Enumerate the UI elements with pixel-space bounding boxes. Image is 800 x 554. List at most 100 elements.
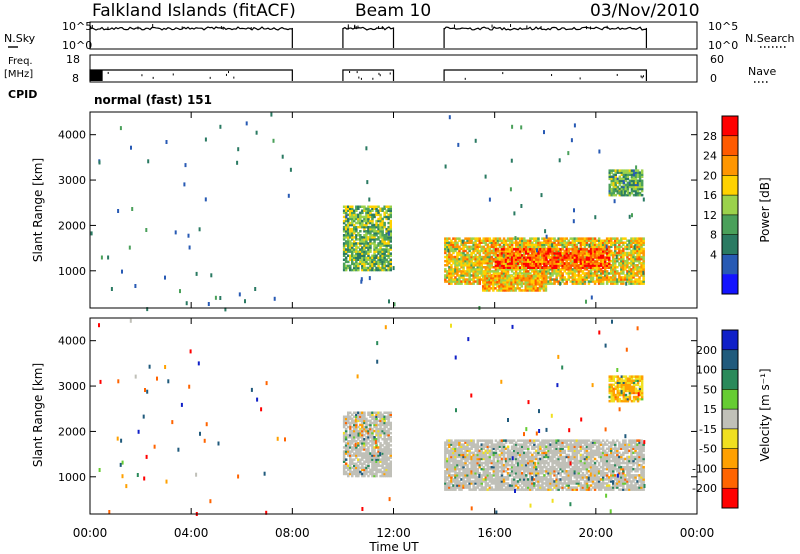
power-cell xyxy=(599,270,603,273)
power-cell xyxy=(530,287,534,290)
velocity-cell xyxy=(444,457,447,461)
velocity-cell xyxy=(448,455,451,459)
power-cell xyxy=(575,264,579,267)
power-cell xyxy=(640,264,643,267)
velocity-cell xyxy=(389,470,392,474)
power-cell xyxy=(504,241,508,244)
power-cell xyxy=(498,252,502,255)
velocity-cell xyxy=(476,486,479,489)
power-cell xyxy=(450,247,453,251)
velocity-cell xyxy=(502,467,506,471)
power-cell xyxy=(389,225,392,229)
power-cell xyxy=(514,252,518,255)
velocity-cell xyxy=(452,488,455,491)
power-cell xyxy=(557,252,560,255)
power-cell xyxy=(593,241,597,244)
nave-dot xyxy=(358,76,360,79)
power-cell xyxy=(636,237,639,240)
power-cell xyxy=(618,189,622,193)
velocity-cell xyxy=(484,441,488,444)
power-cell xyxy=(492,266,496,269)
power-cell xyxy=(597,243,601,247)
velocity-cell xyxy=(357,419,360,423)
nave-dot xyxy=(642,75,644,78)
velocity-cell xyxy=(494,484,498,487)
power-cell xyxy=(640,247,643,251)
power-cell xyxy=(466,278,469,281)
power-cell xyxy=(510,270,514,273)
power-cell xyxy=(610,276,613,279)
power-cell xyxy=(379,217,382,221)
power-cell xyxy=(591,259,595,263)
power-cell xyxy=(557,243,560,247)
power-cell xyxy=(486,289,489,292)
power-cell xyxy=(563,264,566,267)
velocity-cell xyxy=(363,411,366,414)
velocity-cell xyxy=(486,439,490,442)
power-cell xyxy=(452,237,455,240)
power-cell xyxy=(446,253,449,257)
power-cell xyxy=(478,253,481,257)
velocity-cell xyxy=(488,467,492,471)
power-cell xyxy=(603,243,607,247)
power-cell xyxy=(387,213,390,217)
power-cell xyxy=(468,257,471,261)
power-cell xyxy=(351,250,354,253)
power-cell xyxy=(506,283,509,286)
power-cell xyxy=(540,281,544,284)
power-cell xyxy=(585,253,589,257)
power-cell xyxy=(541,262,544,265)
power-cell xyxy=(636,185,640,189)
velocity-cell xyxy=(464,470,467,473)
power-cell xyxy=(466,280,469,283)
power-cell xyxy=(535,258,538,261)
power-cell xyxy=(347,223,350,227)
power-cell xyxy=(579,248,583,251)
velocity-cell xyxy=(470,439,473,442)
power-cell xyxy=(531,250,534,253)
velocity-cell xyxy=(470,451,473,455)
power-cell xyxy=(367,232,370,235)
power-cell xyxy=(351,215,354,219)
power-cell xyxy=(381,242,384,245)
velocity-cell xyxy=(454,453,457,457)
velocity-cell xyxy=(342,419,346,423)
scatter-echo xyxy=(387,231,390,236)
velocity-cell xyxy=(351,419,354,423)
power-cell xyxy=(549,272,552,275)
power-cell xyxy=(605,254,609,257)
velocity-cell xyxy=(373,452,376,455)
power-cell xyxy=(557,280,560,283)
velocity-cell xyxy=(478,453,481,457)
power-cell xyxy=(636,274,639,277)
velocity-cell xyxy=(498,465,502,469)
velocity-cell xyxy=(466,474,469,477)
velocity-cell xyxy=(371,468,374,472)
velocity-cell xyxy=(458,445,461,448)
velocity-cell xyxy=(383,470,386,474)
velocity-cell xyxy=(454,480,457,483)
velocity-cell xyxy=(454,449,457,453)
nave-dot xyxy=(228,71,230,74)
power-cell xyxy=(476,276,479,279)
scatter-echo xyxy=(633,172,635,177)
power-cell xyxy=(597,280,601,283)
power-cell xyxy=(527,245,530,249)
velocity-cell xyxy=(464,453,467,457)
power-cell xyxy=(547,268,550,271)
power-cell xyxy=(444,268,447,271)
power-cell xyxy=(369,211,372,215)
power-cell xyxy=(387,209,390,212)
power-cell xyxy=(614,268,617,271)
power-cell xyxy=(488,274,491,278)
velocity-cell xyxy=(458,441,461,444)
power-cell xyxy=(634,249,637,253)
power-cell xyxy=(488,239,492,242)
velocity-cell xyxy=(344,427,348,431)
velocity-cell xyxy=(347,472,350,476)
power-cell xyxy=(577,247,581,251)
velocity-cell xyxy=(492,453,496,457)
nave-dot xyxy=(502,72,504,75)
power-cell xyxy=(559,278,562,281)
power-cell xyxy=(632,251,635,255)
